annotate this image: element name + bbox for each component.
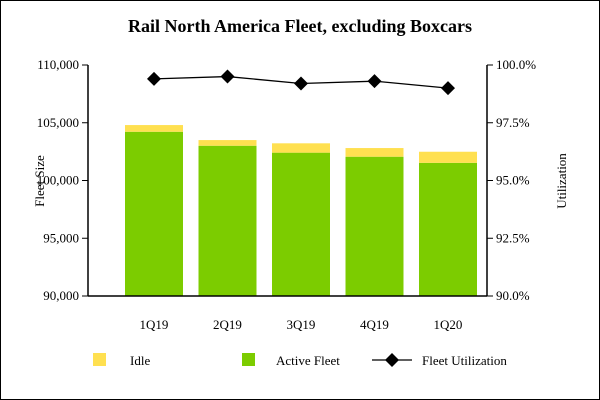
utilization-point-4Q19 (367, 74, 382, 89)
y2-tick-label: 100.0% (496, 57, 536, 72)
legend-marker-utilization (385, 353, 399, 367)
legend-swatch-active (242, 353, 255, 366)
bar-active-1Q19 (125, 131, 183, 296)
utilization-point-2Q19 (220, 69, 235, 84)
bar-idle-1Q19 (125, 125, 183, 132)
bar-active-4Q19 (345, 156, 404, 296)
y2-tick-label: 97.5% (496, 115, 530, 130)
y-tick-label: 110,000 (37, 57, 79, 72)
chart-title: Rail North America Fleet, excluding Boxc… (128, 16, 472, 36)
x-tick-label: 4Q19 (360, 317, 389, 332)
y2-tick-label: 90.0% (496, 288, 530, 303)
bar-active-1Q20 (419, 162, 477, 296)
y-tick-label: 90,000 (43, 288, 79, 303)
y-tick-label: 105,000 (37, 115, 79, 130)
utilization-point-3Q19 (294, 76, 308, 91)
x-tick-label: 1Q20 (434, 317, 463, 332)
y-tick-label: 100,000 (37, 173, 79, 188)
y2-tick-label: 92.5% (496, 230, 530, 245)
bar-idle-4Q19 (345, 148, 404, 157)
legend-label-active: Active Fleet (276, 353, 340, 368)
y2-tick-label: 95.0% (496, 173, 530, 188)
legend-label-idle: Idle (130, 353, 150, 368)
utilization-point-1Q19 (147, 71, 161, 86)
bar-idle-3Q19 (272, 143, 330, 153)
legend-label-utilization: Fleet Utilization (422, 353, 507, 368)
bar-idle-2Q19 (198, 140, 257, 146)
x-tick-label: 3Q19 (287, 317, 316, 332)
legend-swatch-idle (93, 353, 106, 366)
bar-idle-1Q20 (419, 151, 477, 163)
x-tick-label: 2Q19 (213, 317, 242, 332)
y2-axis-label: Utilization (554, 153, 569, 209)
x-tick-label: 1Q19 (140, 317, 169, 332)
bar-active-2Q19 (198, 145, 257, 296)
bar-active-3Q19 (272, 152, 330, 296)
y-tick-label: 95,000 (43, 230, 79, 245)
y-axis-label: Fleet Size (32, 155, 47, 207)
utilization-point-1Q20 (441, 81, 455, 96)
